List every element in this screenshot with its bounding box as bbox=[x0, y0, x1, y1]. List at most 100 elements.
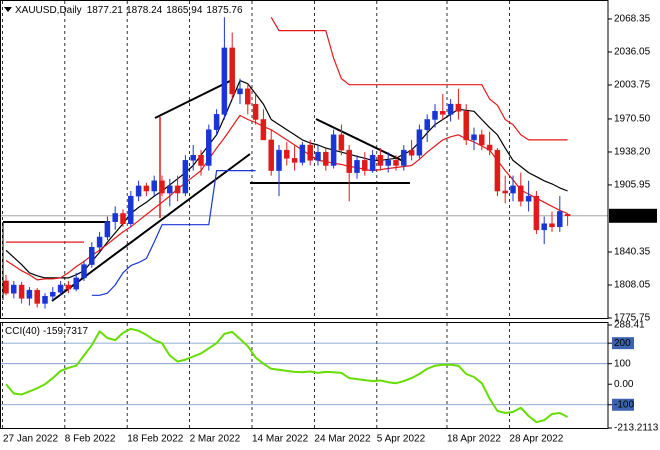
x-tick-label: 18 Feb 2022 bbox=[127, 434, 184, 445]
candle-body bbox=[447, 103, 454, 115]
y-tick-label: 0.00 bbox=[614, 379, 634, 390]
candle-body bbox=[260, 119, 267, 141]
last-price-label: 1875.76 bbox=[614, 210, 651, 221]
candle-body bbox=[34, 289, 40, 304]
candle-body bbox=[377, 154, 384, 166]
candle-body bbox=[206, 129, 212, 166]
y-tick-label: 288.41 bbox=[614, 320, 645, 331]
candle-body bbox=[276, 149, 282, 171]
indicator-line bbox=[5, 327, 569, 424]
candle-body bbox=[408, 149, 415, 156]
candle-body bbox=[104, 221, 111, 238]
x-tick-label: 27 Jan 2022 bbox=[3, 434, 58, 445]
candle-body bbox=[81, 264, 87, 279]
candle-body bbox=[96, 236, 103, 248]
price-header: XAUUSD,Daily 1877.21 1878.24 1865.94 1875.76 bbox=[4, 5, 243, 16]
candle-body bbox=[494, 149, 501, 192]
candle-body bbox=[315, 151, 321, 161]
y-tick-label: 2036.05 bbox=[614, 47, 651, 58]
candle-body bbox=[89, 246, 95, 265]
candle-body bbox=[198, 154, 204, 166]
indicator-value: -159.7317 bbox=[43, 326, 88, 337]
candle-body bbox=[486, 144, 493, 151]
candle-body bbox=[338, 134, 345, 151]
indicator-line bbox=[6, 16, 568, 243]
y-tick-label: 1840.35 bbox=[614, 247, 651, 258]
cci-header: CCI(40) -159.7317 bbox=[5, 326, 88, 337]
y-tick-label: -213.2113 bbox=[614, 423, 659, 434]
y-tick-label: 1808.05 bbox=[614, 280, 651, 291]
candle-body bbox=[128, 195, 134, 224]
x-tick-label: 28 Apr 2022 bbox=[509, 434, 563, 445]
x-tick-label: 8 Feb 2022 bbox=[65, 434, 116, 445]
cci-panel-frame bbox=[0, 322, 609, 429]
candle-body bbox=[440, 111, 446, 115]
candle-body bbox=[252, 103, 259, 120]
low-value: 1865.94 bbox=[166, 5, 203, 16]
indicator-line bbox=[91, 170, 256, 296]
candle-body bbox=[213, 114, 220, 130]
header-icon bbox=[4, 7, 12, 12]
header-text: XAUUSD,Daily 1877.21 1878.24 1865.94 1875.76 bbox=[15, 5, 243, 16]
candle-body bbox=[42, 296, 48, 304]
x-tick-label: 18 Apr 2022 bbox=[447, 434, 501, 445]
last-price-box bbox=[609, 208, 657, 223]
candle-body bbox=[362, 160, 368, 171]
candle-body bbox=[502, 190, 508, 194]
close-value: 1875.76 bbox=[206, 5, 243, 16]
candle-body bbox=[463, 111, 469, 141]
candle-body bbox=[525, 195, 532, 202]
candle-body bbox=[307, 144, 313, 161]
candle-body bbox=[330, 134, 337, 166]
candle-body bbox=[26, 289, 33, 299]
candle-body bbox=[229, 47, 235, 95]
level-label-bg bbox=[612, 337, 634, 350]
y-tick-label: 200 bbox=[614, 338, 631, 349]
candle-body bbox=[120, 213, 126, 224]
candle-body bbox=[385, 160, 391, 166]
y-tick-label: 2003.75 bbox=[614, 80, 651, 91]
candle-body bbox=[221, 47, 228, 115]
candle-body bbox=[57, 284, 64, 293]
symbol: XAUUSD,Daily bbox=[15, 5, 82, 16]
y-tick-label: -100 bbox=[614, 399, 634, 410]
candle-body bbox=[299, 144, 306, 163]
candle-body bbox=[112, 213, 118, 222]
candle-body bbox=[510, 185, 516, 194]
candle-body bbox=[346, 149, 352, 173]
indicator-name: CCI(40) bbox=[5, 326, 40, 337]
candle-body bbox=[65, 284, 72, 290]
candle-body bbox=[432, 111, 438, 120]
candle-body bbox=[3, 280, 9, 294]
candle-body bbox=[557, 211, 563, 228]
open-value: 1877.21 bbox=[87, 5, 124, 16]
candle-body bbox=[135, 185, 142, 197]
candle-body bbox=[541, 223, 547, 231]
candle-body bbox=[182, 160, 189, 194]
candle-body bbox=[73, 277, 79, 290]
candle-body bbox=[174, 185, 181, 194]
grid-layer bbox=[1, 1, 608, 428]
candle-body bbox=[455, 103, 462, 112]
x-tick-label: 2 Mar 2022 bbox=[190, 434, 241, 445]
candle-body bbox=[549, 223, 555, 228]
candle-body bbox=[323, 151, 329, 166]
candle-body bbox=[190, 154, 196, 161]
candle-body bbox=[291, 158, 298, 163]
y-tick-label: 2068.35 bbox=[614, 14, 651, 25]
candle-body bbox=[151, 180, 157, 192]
y-tick-label: 1905.95 bbox=[614, 180, 651, 191]
x-tick-label: 5 Apr 2022 bbox=[377, 434, 426, 445]
candle-body bbox=[284, 149, 290, 159]
candle-body bbox=[518, 185, 524, 202]
x-tick-label: 24 Mar 2022 bbox=[314, 434, 371, 445]
candle-body bbox=[533, 195, 540, 231]
candle-body bbox=[424, 119, 430, 130]
candle-body bbox=[416, 129, 423, 156]
candle-body bbox=[354, 160, 360, 173]
candle-body bbox=[245, 88, 251, 105]
trend-line bbox=[315, 118, 406, 163]
y-tick-label: 100 bbox=[614, 358, 631, 369]
candle-body bbox=[564, 214, 571, 217]
